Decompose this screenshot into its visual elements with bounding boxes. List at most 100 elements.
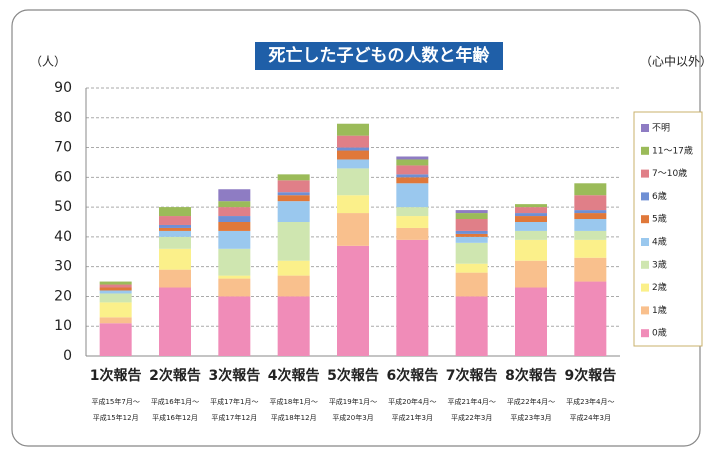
bar-segment xyxy=(99,284,132,288)
x-tick-label: 7次報告 xyxy=(446,367,498,384)
period-start: 平成19年1月～ xyxy=(329,397,377,406)
x-tick-label: 6次報告 xyxy=(386,367,438,384)
period-end: 平成20年3月 xyxy=(332,413,373,422)
bar-segment xyxy=(218,222,251,231)
x-tick-label: 5次報告 xyxy=(327,367,379,384)
period-start: 平成20年4月～ xyxy=(388,397,436,406)
legend-label: 1歳 xyxy=(652,304,667,316)
legend-swatch xyxy=(641,192,649,201)
bar-segment xyxy=(277,195,310,202)
bar-segment xyxy=(218,189,251,202)
bar-segment xyxy=(337,159,369,169)
x-tick-label: 4次報告 xyxy=(268,367,320,384)
bar-segment xyxy=(99,302,132,318)
x-tick-label: 2次報告 xyxy=(149,367,201,384)
bar-segment xyxy=(159,269,191,288)
bar-segment xyxy=(99,323,132,356)
period-end: 平成16年12月 xyxy=(152,413,198,422)
period-start: 平成17年1月～ xyxy=(210,397,258,406)
x-tick-label: 9次報告 xyxy=(564,367,616,384)
legend-label: 5歳 xyxy=(652,213,667,225)
bar-segment xyxy=(337,245,369,356)
bar-segment xyxy=(159,287,191,356)
bar-segment xyxy=(574,230,607,240)
x-tick-label: 8次報告 xyxy=(505,367,557,384)
bar-segment xyxy=(455,233,488,237)
y-tick-label: 0 xyxy=(63,348,72,364)
bar-segment xyxy=(99,281,132,285)
bar-segment xyxy=(337,213,369,246)
y-tick-label: 50 xyxy=(54,199,72,215)
legend-label: 7～10歳 xyxy=(652,167,687,179)
bar-segment xyxy=(574,213,607,220)
bar-segment xyxy=(515,207,547,214)
bar-segment xyxy=(218,275,251,279)
legend-swatch xyxy=(641,169,649,178)
bar-segment xyxy=(396,239,429,356)
chart-title: 死亡した子どもの人数と年齢 xyxy=(269,45,491,66)
bar-segment xyxy=(218,278,251,297)
bar-segment xyxy=(396,174,429,178)
legend-label: 6歳 xyxy=(652,190,667,202)
bar-segment xyxy=(396,156,429,160)
bar-segment xyxy=(337,135,369,148)
bar-segment xyxy=(99,293,132,303)
bar-segment xyxy=(396,159,429,166)
bar-segment xyxy=(337,147,369,151)
legend-label: 0歳 xyxy=(652,327,667,339)
bar-segment xyxy=(277,275,310,297)
y-tick-label: 80 xyxy=(54,110,72,126)
legend-swatch xyxy=(641,260,649,269)
legend-swatch xyxy=(641,215,649,224)
bar-segment xyxy=(277,201,310,222)
bar-segment xyxy=(515,216,547,222)
period-start: 平成18年1月～ xyxy=(269,397,317,406)
y-tick-label: 10 xyxy=(54,318,72,334)
bar-segment xyxy=(515,204,547,208)
bar-segment xyxy=(277,296,310,356)
bar-segment xyxy=(455,272,488,297)
x-tick-label: 1次報告 xyxy=(90,367,142,384)
legend-label: 不明 xyxy=(652,123,670,134)
bar-segment xyxy=(515,230,547,240)
bar-segment xyxy=(159,248,191,270)
legend-label: 3歳 xyxy=(652,258,667,270)
y-tick-label: 40 xyxy=(54,229,72,245)
y-tick-label: 60 xyxy=(54,169,72,185)
bar-segment xyxy=(574,239,607,258)
legend-label: 11～17歳 xyxy=(652,144,693,156)
bar-segment xyxy=(337,123,369,136)
bar-segment xyxy=(99,287,132,291)
title-box xyxy=(255,42,503,70)
legend-swatch xyxy=(641,238,649,246)
bar-segment xyxy=(99,290,132,294)
bar-segment xyxy=(218,201,251,208)
period-end: 平成18年12月 xyxy=(271,413,317,422)
bar-segment xyxy=(574,219,607,231)
bar-segment xyxy=(396,183,429,208)
period-start: 平成15年7月～ xyxy=(91,397,139,406)
period-start: 平成23年4月～ xyxy=(566,397,614,406)
bar-segment xyxy=(159,207,191,217)
x-tick-label: 3次報告 xyxy=(208,367,260,384)
period-start: 平成16年1月～ xyxy=(151,397,199,406)
bar-segment xyxy=(515,222,547,231)
bar-segment xyxy=(277,192,310,196)
bar-segment xyxy=(218,248,251,276)
bar-segment xyxy=(159,216,191,225)
bar-segment xyxy=(159,227,191,231)
bar-segment xyxy=(396,165,429,175)
bar-segment xyxy=(396,216,429,228)
bar-segment xyxy=(455,219,488,231)
legend-swatch xyxy=(641,283,649,292)
legend-label: 4歳 xyxy=(652,236,667,248)
legend-swatch xyxy=(641,329,649,338)
period-end: 平成21年3月 xyxy=(392,413,433,422)
bar-segment xyxy=(396,227,429,240)
bar-segment xyxy=(218,230,251,249)
bar-segment xyxy=(455,296,488,356)
y-tick-label: 30 xyxy=(54,259,72,275)
bar-segment xyxy=(515,260,547,288)
bar-segment xyxy=(455,213,488,220)
